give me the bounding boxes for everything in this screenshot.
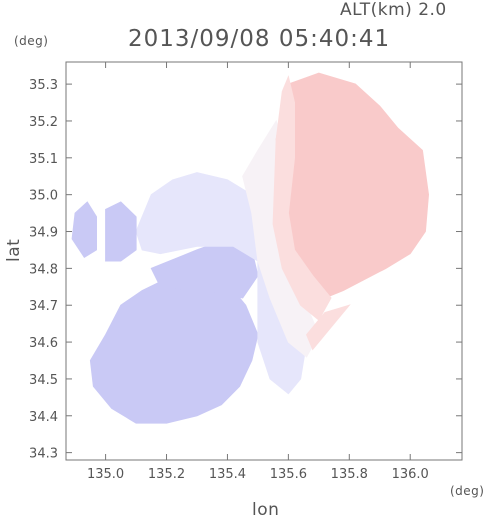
x-tick-label: 135.2 xyxy=(148,467,185,482)
x-tick-label: 135.0 xyxy=(87,467,124,482)
x-tick-label: 135.6 xyxy=(270,467,307,482)
plot-frame xyxy=(65,61,463,461)
y-tick-label: 34.9 xyxy=(29,226,58,241)
y-ticks: 34.3 34.4 34.5 34.6 34.7 34.8 34.9 35.0 35.1 35.2… xyxy=(29,78,462,462)
y-tick-label: 34.8 xyxy=(29,262,58,277)
x-axis-label: lon xyxy=(252,500,280,520)
y-tick-label: 34.4 xyxy=(29,410,58,425)
y-tick-label: 34.7 xyxy=(29,299,58,314)
y-tick-label: 34.3 xyxy=(29,447,58,462)
x-axis-unit: (deg) xyxy=(450,484,485,498)
y-axis-unit: (deg) xyxy=(14,34,49,48)
echo-regions xyxy=(71,72,430,424)
x-tick-label: 136.0 xyxy=(392,467,429,482)
y-tick-label: 35.1 xyxy=(29,152,58,167)
y-tick-label: 34.6 xyxy=(29,336,58,351)
y-tick-label: 35.2 xyxy=(29,115,58,130)
x-tick-label: 135.8 xyxy=(331,467,368,482)
region-north-east-fringe xyxy=(272,75,332,321)
y-tick-label: 34.5 xyxy=(29,373,58,388)
region-south-west-lobe xyxy=(89,275,259,424)
region-west-islet xyxy=(71,201,97,258)
altitude-label: ALT(km) 2.0 xyxy=(340,0,447,20)
timestamp: 2013/09/08 05:40:41 xyxy=(128,26,391,52)
y-tick-label: 35.3 xyxy=(29,78,58,93)
region-south-east-fringe xyxy=(306,304,351,351)
x-tick-label: 135.4 xyxy=(209,467,246,482)
y-tick-label: 35.0 xyxy=(29,189,58,204)
region-west-arm xyxy=(105,201,137,262)
x-ticks: 135.0 135.2 135.4 135.6 135.8 136.0 xyxy=(87,62,429,482)
